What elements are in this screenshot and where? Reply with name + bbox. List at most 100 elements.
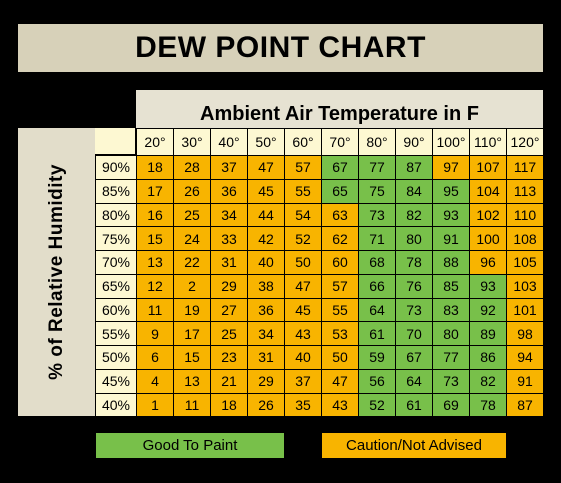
row-header-humidity: 80% (95, 202, 137, 228)
column-header-temp: 100° (432, 128, 470, 156)
dew-point-cell: 4 (136, 368, 174, 394)
legend-good-to-paint: Good To Paint (96, 433, 284, 458)
dew-point-cell: 45 (247, 178, 285, 204)
column-header-temp: 120° (506, 128, 544, 156)
temperature-axis-header: Ambient Air Temperature in F (136, 90, 543, 128)
dew-point-cell: 36 (247, 297, 285, 323)
row-header-humidity: 60% (95, 297, 137, 323)
dew-point-cell: 113 (506, 178, 544, 204)
dew-point-cell: 12 (136, 273, 174, 299)
dew-point-cell: 85 (432, 273, 470, 299)
dew-point-cell: 91 (506, 368, 544, 394)
dew-point-cell: 34 (210, 202, 248, 228)
dew-point-cell: 37 (210, 155, 248, 180)
row-header-humidity: 40% (95, 392, 137, 418)
row-header-humidity: 75% (95, 226, 137, 251)
dew-point-cell: 55 (284, 178, 322, 204)
dew-point-cell: 93 (469, 273, 507, 299)
dew-point-cell: 57 (321, 273, 359, 299)
column-header-temp: 20° (136, 128, 174, 156)
row-header-humidity: 50% (95, 345, 137, 370)
dew-point-cell: 28 (173, 155, 211, 180)
dew-point-cell: 53 (321, 321, 359, 346)
dew-point-cell: 47 (247, 155, 285, 180)
dew-point-cell: 66 (358, 273, 396, 299)
row-header-humidity: 90% (95, 155, 137, 180)
dew-point-cell: 82 (395, 202, 433, 228)
dew-point-cell: 67 (321, 155, 359, 180)
dew-point-cell: 80 (432, 321, 470, 346)
dew-point-cell: 18 (210, 392, 248, 418)
dew-point-cell: 80 (395, 226, 433, 251)
dew-point-cell: 1 (136, 392, 174, 418)
column-header-temp: 90° (395, 128, 433, 156)
dew-point-cell: 75 (358, 178, 396, 204)
dew-point-cell: 52 (284, 226, 322, 251)
dew-point-cell: 38 (247, 273, 285, 299)
dew-point-cell: 24 (173, 226, 211, 251)
dew-point-cell: 26 (173, 178, 211, 204)
dew-point-cell: 64 (358, 297, 396, 323)
humidity-axis-header: % of Relative Humidity (45, 164, 67, 380)
dew-point-cell: 82 (469, 368, 507, 394)
dew-point-cell: 91 (432, 226, 470, 251)
chart-title: DEW POINT CHART (18, 24, 543, 72)
dew-point-cell: 18 (136, 155, 174, 180)
dew-point-cell: 87 (395, 155, 433, 180)
dew-point-cell: 33 (210, 226, 248, 251)
dew-point-cell: 77 (358, 155, 396, 180)
dew-point-cell: 22 (173, 250, 211, 275)
table-corner-cell (95, 128, 136, 155)
dew-point-cell: 117 (506, 155, 544, 180)
dew-point-cell: 61 (358, 321, 396, 346)
dew-point-cell: 102 (469, 202, 507, 228)
dew-point-cell: 50 (321, 345, 359, 370)
dew-point-cell: 78 (469, 392, 507, 418)
dew-point-cell: 54 (284, 202, 322, 228)
dew-point-cell: 93 (432, 202, 470, 228)
dew-point-cell: 57 (284, 155, 322, 180)
dew-point-cell: 17 (173, 321, 211, 346)
dew-point-cell: 107 (469, 155, 507, 180)
dew-point-cell: 34 (247, 321, 285, 346)
dew-point-cell: 29 (210, 273, 248, 299)
dew-point-cell: 70 (395, 321, 433, 346)
dew-point-cell: 104 (469, 178, 507, 204)
humidity-axis-header-box: % of Relative Humidity (18, 128, 95, 416)
dew-point-cell: 78 (395, 250, 433, 275)
dew-point-cell: 68 (358, 250, 396, 275)
column-header-temp: 70° (321, 128, 359, 156)
dew-point-cell: 100 (469, 226, 507, 251)
dew-point-cell: 60 (321, 250, 359, 275)
dew-point-cell: 47 (284, 273, 322, 299)
dew-point-cell: 15 (136, 226, 174, 251)
dew-point-cell: 65 (321, 178, 359, 204)
dew-point-cell: 2 (173, 273, 211, 299)
dew-point-cell: 71 (358, 226, 396, 251)
dew-point-cell: 47 (321, 368, 359, 394)
dew-point-cell: 43 (284, 321, 322, 346)
dew-point-cell: 83 (432, 297, 470, 323)
dew-point-cell: 89 (469, 321, 507, 346)
legend-caution-not-advised: Caution/Not Advised (322, 433, 506, 458)
dew-point-cell: 29 (247, 368, 285, 394)
dew-point-cell: 9 (136, 321, 174, 346)
column-header-temp: 50° (247, 128, 285, 156)
dew-point-cell: 110 (506, 202, 544, 228)
dew-point-cell: 50 (284, 250, 322, 275)
dew-point-cell: 96 (469, 250, 507, 275)
dew-point-cell: 11 (136, 297, 174, 323)
dew-point-cell: 21 (210, 368, 248, 394)
dew-point-cell: 31 (210, 250, 248, 275)
dew-point-cell: 40 (284, 345, 322, 370)
dew-point-cell: 15 (173, 345, 211, 370)
dew-point-cell: 73 (358, 202, 396, 228)
dew-point-cell: 42 (247, 226, 285, 251)
dew-point-cell: 26 (247, 392, 285, 418)
column-header-temp: 80° (358, 128, 396, 156)
dew-point-cell: 25 (173, 202, 211, 228)
dew-point-cell: 43 (321, 392, 359, 418)
dew-point-cell: 56 (358, 368, 396, 394)
column-header-temp: 40° (210, 128, 248, 156)
dew-point-cell: 86 (469, 345, 507, 370)
